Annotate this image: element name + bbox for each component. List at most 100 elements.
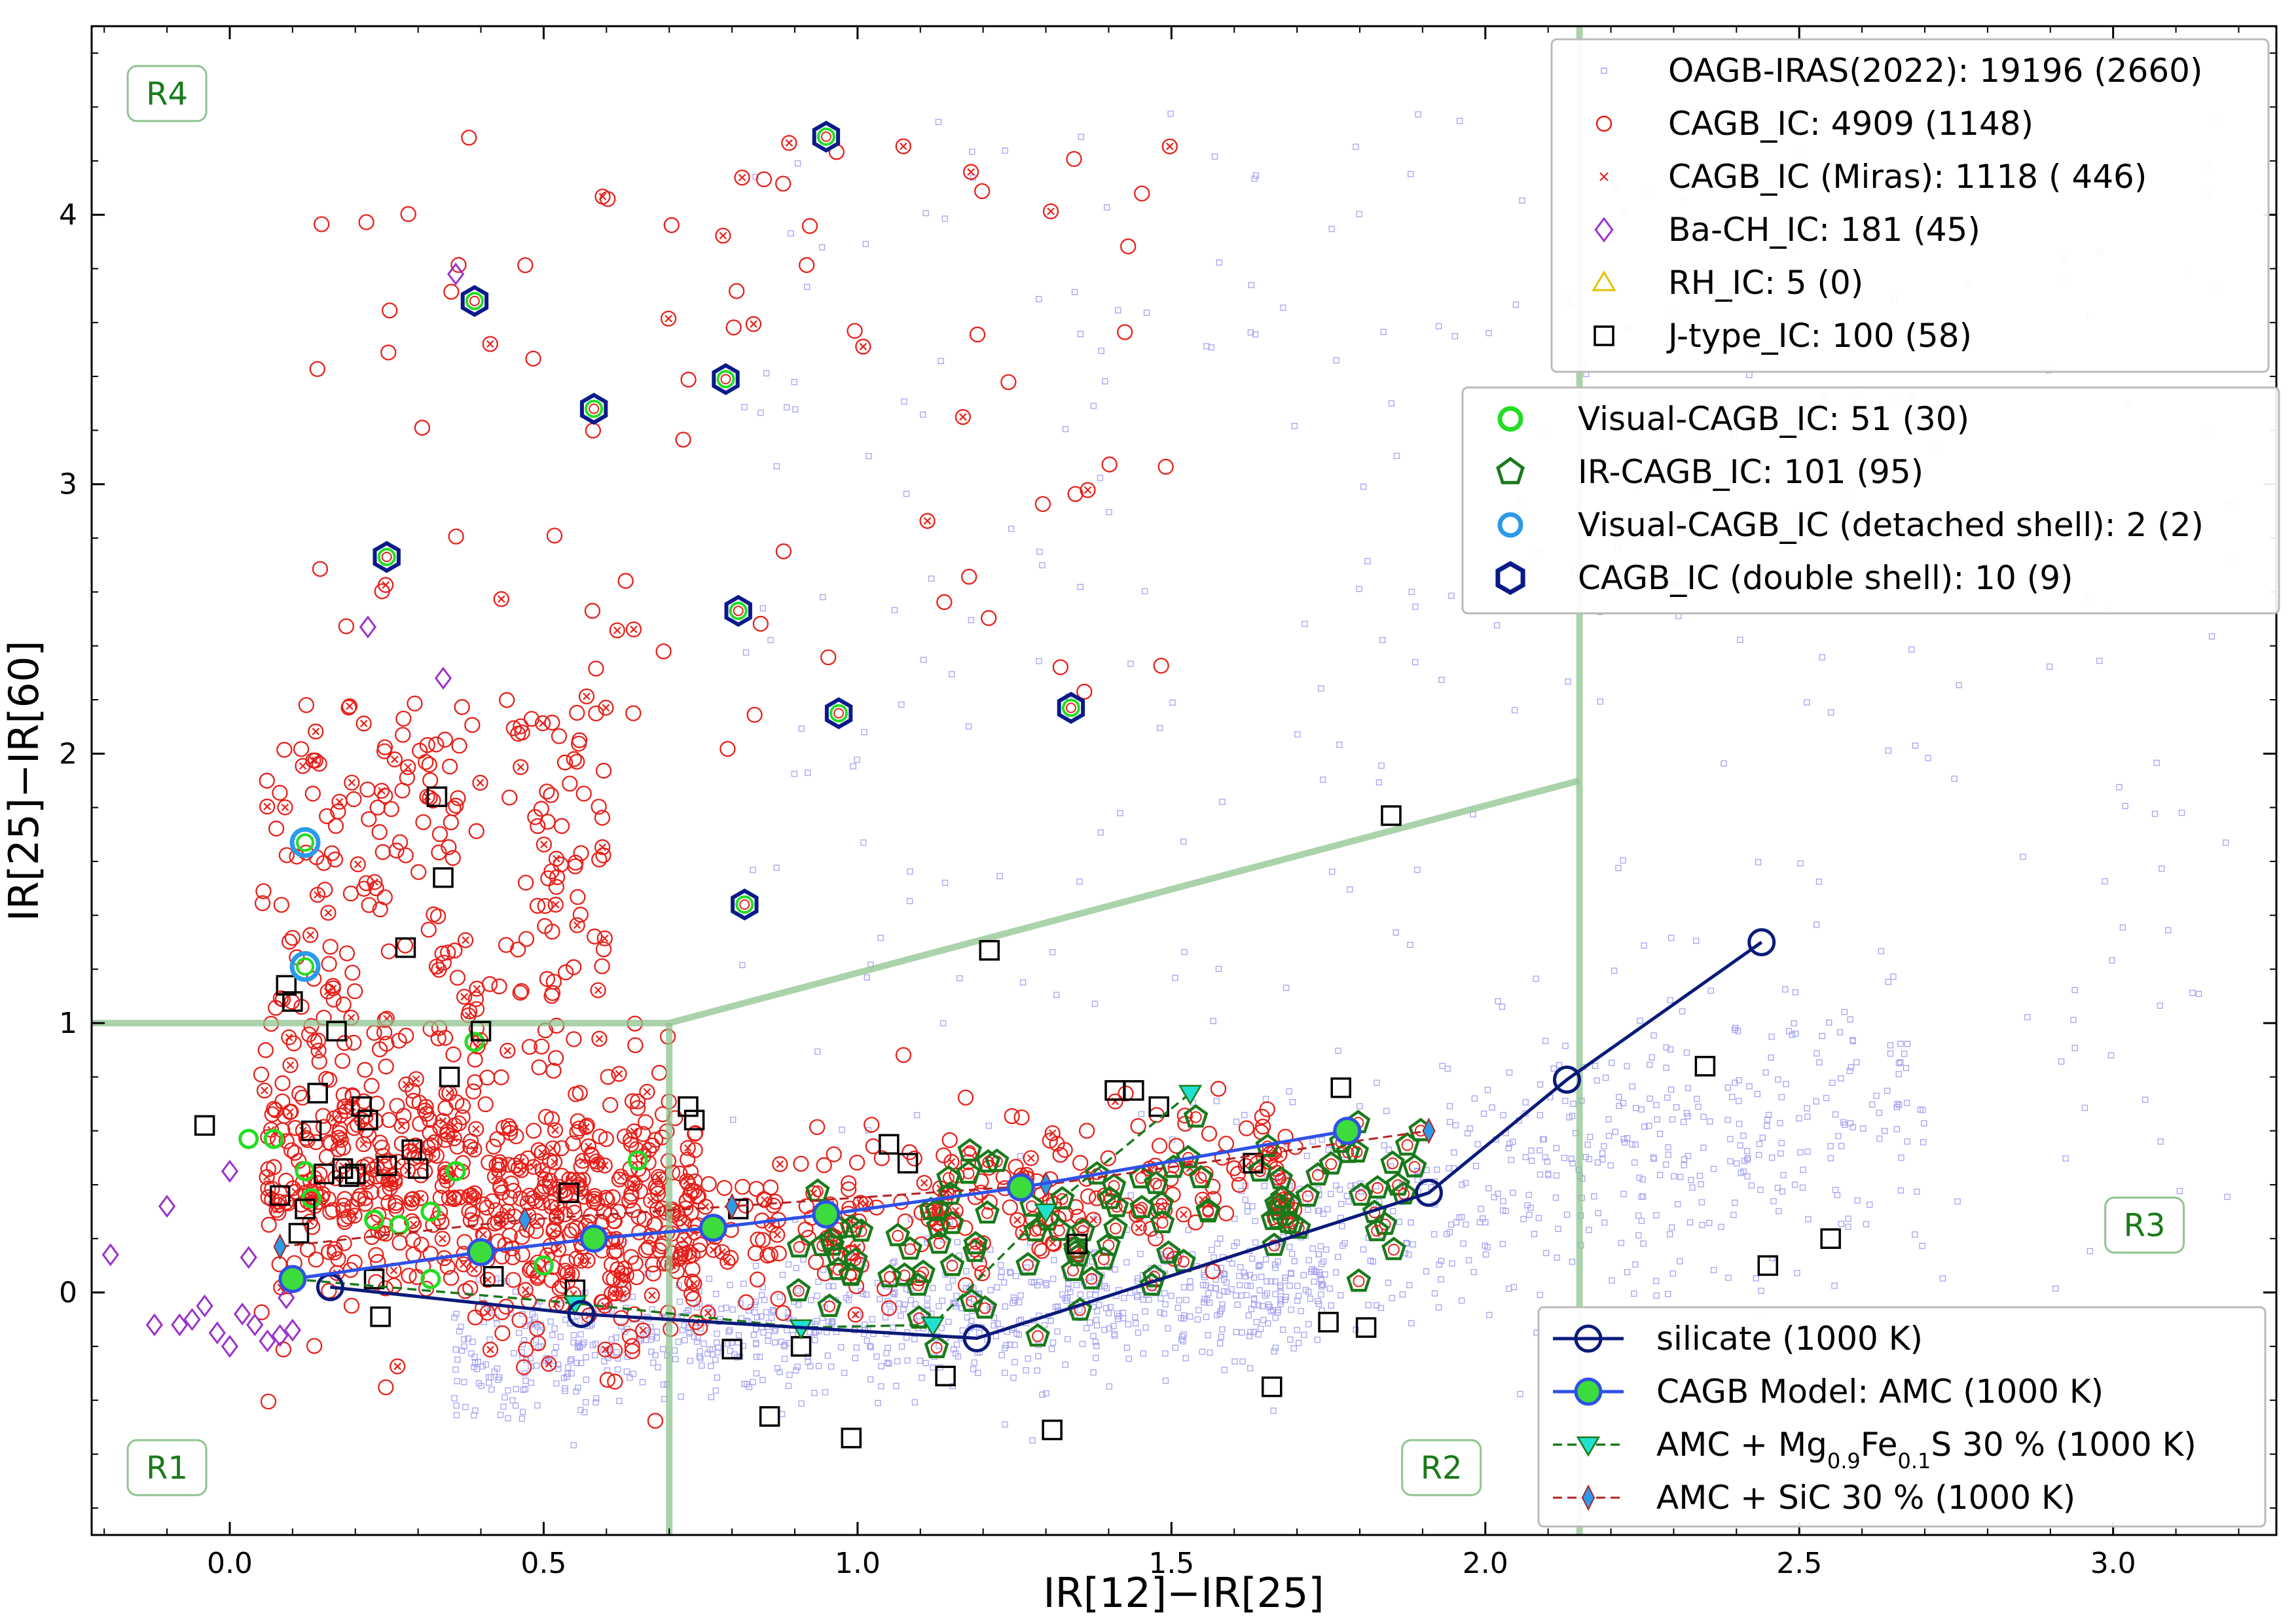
- x-tick-label: 2.0: [1463, 1547, 1508, 1580]
- cagb-point: [749, 1271, 766, 1288]
- oagb-point: [814, 1318, 820, 1324]
- oagb-point: [458, 1324, 464, 1330]
- cagb-point: [650, 1168, 667, 1185]
- cagb-point: [781, 135, 797, 151]
- oagb-point: [511, 1350, 517, 1357]
- oagb-point: [1106, 1325, 1112, 1332]
- oagb-point: [1544, 1158, 1551, 1165]
- cagb-point: [755, 1232, 771, 1248]
- cagb-point: [490, 1214, 506, 1231]
- oagb-point: [968, 1318, 975, 1324]
- cagb-point: [319, 808, 335, 825]
- cagb-point: [322, 939, 338, 955]
- oagb-point: [1635, 1212, 1642, 1219]
- oagb-point: [907, 1297, 915, 1303]
- cagb-point: [583, 1146, 600, 1163]
- cagb-point: [543, 1272, 560, 1288]
- ir-cagb-point: [1091, 1246, 1116, 1270]
- cagb-mira-point: [555, 1245, 562, 1254]
- oagb-point: [1912, 742, 1919, 749]
- oagb-point: [1629, 1083, 1635, 1090]
- cagb-point: [591, 851, 608, 868]
- ir-cagb-core: [946, 1259, 958, 1272]
- ir-cagb-point: [1049, 1185, 1075, 1210]
- oagb-point: [1256, 1287, 1263, 1293]
- ir-cagb-point: [1275, 1209, 1301, 1233]
- cagb-point: [1023, 1150, 1039, 1166]
- cagb-point: [259, 772, 275, 789]
- cagb-point: [543, 1195, 559, 1211]
- oagb-point: [1545, 1172, 1552, 1178]
- oagb-point: [1237, 1264, 1244, 1271]
- j-type-point: [1066, 1233, 1088, 1255]
- oagb-point: [1320, 1210, 1327, 1218]
- ir-cagb-core: [962, 1167, 975, 1180]
- oagb-point: [1140, 1350, 1146, 1357]
- cagb-point: [675, 431, 691, 448]
- oagb-point: [1799, 1184, 1806, 1191]
- oagb-point: [1178, 1333, 1186, 1340]
- oagb-point: [1208, 344, 1215, 351]
- oagb-point: [752, 1301, 758, 1308]
- cagb-point: [676, 1275, 693, 1292]
- cagb-point: [312, 561, 329, 577]
- cagb-point: [529, 897, 546, 914]
- ir-cagb-point: [1286, 1215, 1311, 1239]
- double-shell-core: [589, 403, 600, 414]
- ir-cagb-core: [1056, 1193, 1068, 1205]
- ir-cagb-point: [1142, 1263, 1167, 1288]
- oagb-point: [963, 1268, 970, 1274]
- j-type-point: [1381, 805, 1402, 826]
- cagb-mira-point: [719, 232, 727, 240]
- oagb-point: [553, 1344, 560, 1350]
- cagb-point: [613, 1168, 629, 1185]
- cagb-point: [1120, 238, 1137, 255]
- oagb-point: [936, 1303, 942, 1310]
- cagb-point: [323, 845, 340, 861]
- cagb-point: [542, 1179, 558, 1195]
- oagb-point: [2070, 1017, 2077, 1023]
- oagb-point: [866, 453, 872, 460]
- cagb-point: [573, 845, 589, 861]
- cagb-point: [916, 1174, 932, 1191]
- oagb-point: [686, 1330, 693, 1337]
- oagb-point: [838, 1344, 845, 1350]
- cagb-point: [575, 1172, 591, 1188]
- cagb-point: [389, 1358, 406, 1375]
- oagb-point: [644, 1270, 651, 1277]
- cagb-mira-point: [346, 702, 354, 710]
- oagb-point: [893, 1382, 900, 1389]
- oagb-point: [1209, 1247, 1215, 1254]
- cagb-mira-point: [445, 1089, 454, 1097]
- oagb-point: [1162, 1350, 1169, 1357]
- oagb-point: [1510, 1189, 1516, 1196]
- cagb-point: [425, 1217, 441, 1233]
- ir-cagb-point: [1156, 1240, 1181, 1264]
- ba-ch-point: [359, 615, 377, 639]
- oagb-point: [1764, 1116, 1771, 1123]
- oagb-point: [1123, 1259, 1130, 1266]
- oagb-point: [1632, 1261, 1639, 1268]
- oagb-point: [452, 1366, 459, 1373]
- oagb-point: [2208, 633, 2215, 640]
- oagb-point: [829, 1283, 837, 1290]
- cagb-point: [1277, 1128, 1294, 1145]
- oagb-point: [864, 1337, 870, 1344]
- cagb-point: [540, 870, 556, 887]
- oagb-point: [864, 974, 870, 981]
- cagb-point: [649, 1201, 665, 1218]
- oagb-point: [1319, 776, 1326, 783]
- double-shell-inner: [465, 291, 484, 310]
- oagb-point: [714, 1374, 720, 1381]
- cagb-point: [455, 1256, 471, 1272]
- oagb-point: [1834, 1192, 1840, 1199]
- oagb-point: [1472, 1163, 1480, 1170]
- cagb-point: [762, 1179, 779, 1196]
- oagb-point: [1410, 1241, 1416, 1248]
- oagb-point: [1782, 986, 1789, 993]
- ir-cagb-point: [898, 1236, 922, 1260]
- cagb-point: [368, 1247, 384, 1263]
- oagb-point: [1378, 763, 1385, 769]
- oagb-point: [1629, 1141, 1635, 1147]
- cagb-point: [320, 905, 337, 921]
